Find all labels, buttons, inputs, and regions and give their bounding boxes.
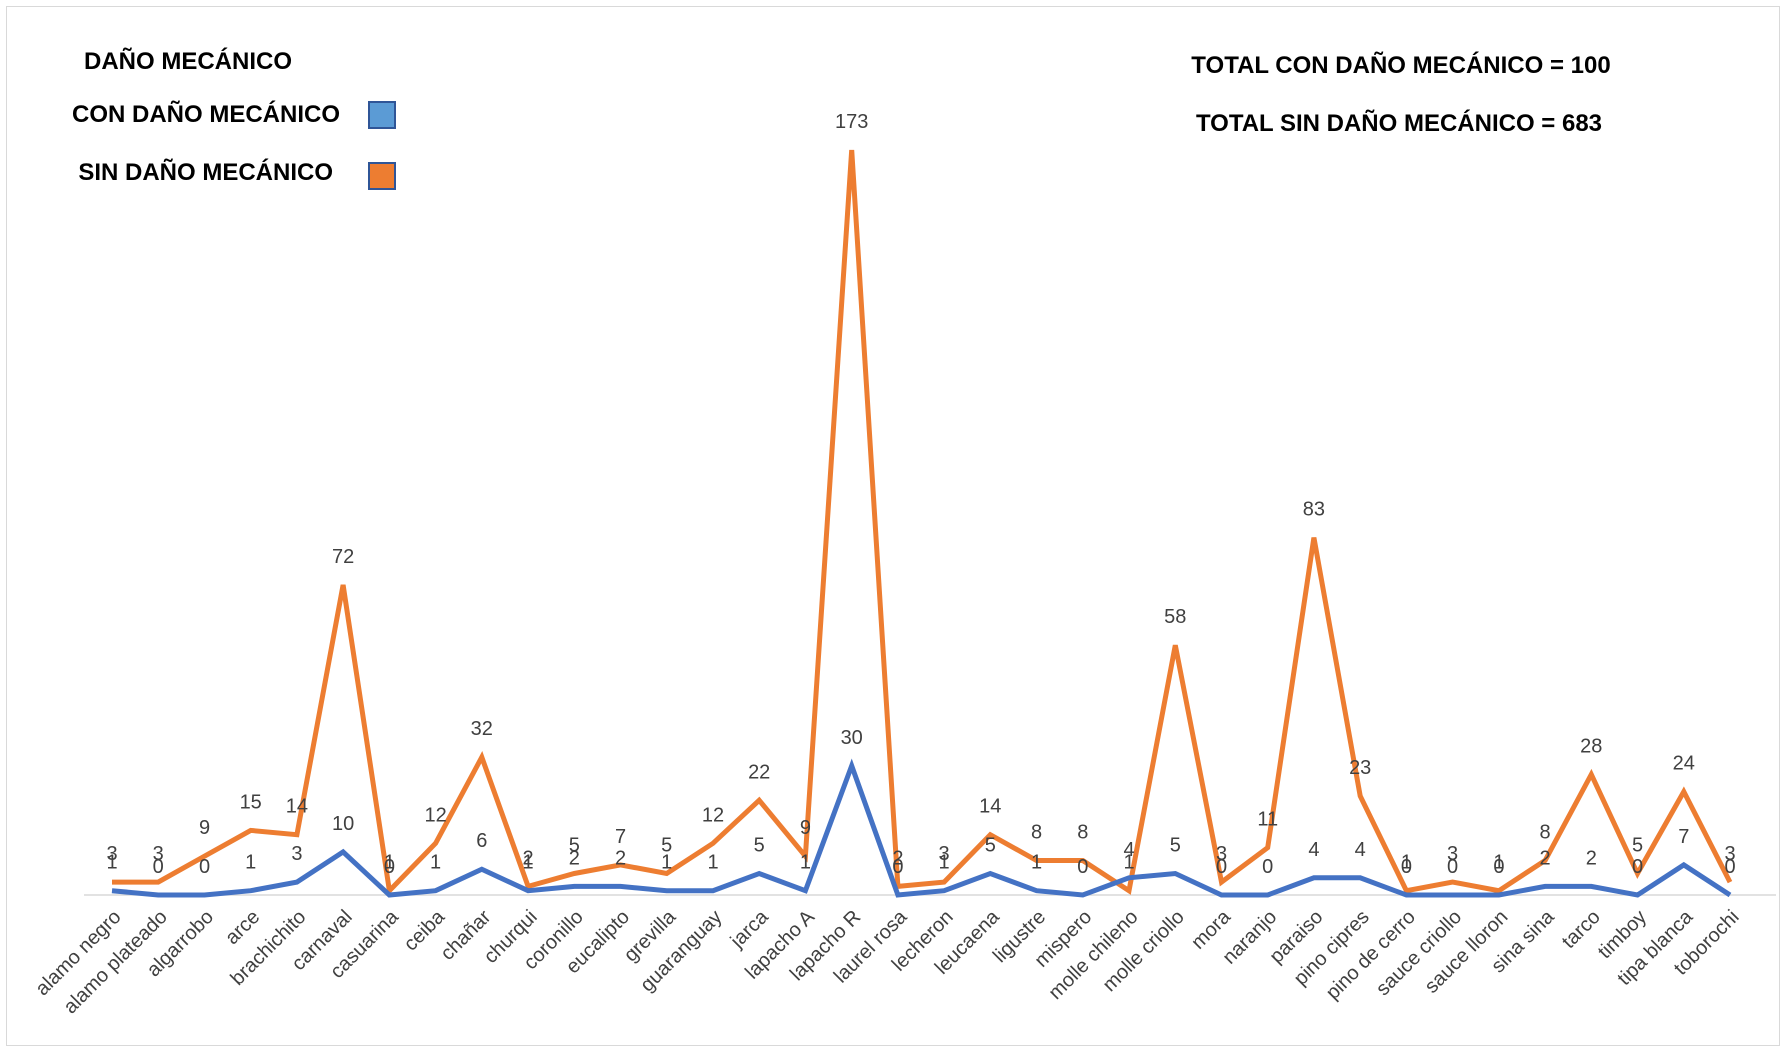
data-label-sin-2: 9	[199, 817, 210, 839]
data-label-con-8: 6	[476, 830, 487, 852]
data-label-con-15: 1	[800, 852, 811, 874]
data-label-sin-8: 32	[471, 718, 493, 740]
data-label-con-4: 3	[291, 843, 302, 865]
data-label-con-1: 0	[153, 856, 164, 878]
data-label-sin-11: 7	[615, 826, 626, 848]
data-label-sin-14: 22	[748, 761, 770, 783]
data-label-sin-21: 8	[1077, 822, 1088, 844]
data-label-sin-12: 5	[661, 835, 672, 857]
data-label-sin-17: 2	[892, 847, 903, 869]
data-label-con-26: 4	[1308, 839, 1319, 861]
data-label-con-23: 5	[1170, 835, 1181, 857]
data-label-sin-0: 3	[106, 843, 117, 865]
data-label-sin-28: 1	[1401, 852, 1412, 874]
data-label-sin-1: 3	[153, 843, 164, 865]
data-label-con-34: 7	[1678, 826, 1689, 848]
data-label-con-2: 0	[199, 856, 210, 878]
data-label-con-28: 0	[1401, 856, 1412, 878]
data-label-con-14: 5	[754, 835, 765, 857]
data-label-con-7: 1	[430, 852, 441, 874]
data-label-sin-24: 3	[1216, 843, 1227, 865]
data-label-con-31: 2	[1540, 847, 1551, 869]
legend-label-con: CON DAÑO MECÁNICO	[72, 100, 340, 128]
data-label-con-6: 0	[384, 856, 395, 878]
data-label-sin-10: 5	[569, 835, 580, 857]
data-label-con-17: 0	[892, 856, 903, 878]
series-line-sin	[112, 149, 1733, 897]
data-label-sin-25: 11	[1257, 809, 1278, 831]
data-label-sin-34: 24	[1673, 753, 1695, 775]
data-label-con-11: 2	[615, 847, 626, 869]
data-label-con-12: 1	[661, 852, 672, 874]
data-label-sin-31: 8	[1540, 822, 1551, 844]
data-label-con-21: 0	[1077, 856, 1088, 878]
data-label-sin-27: 23	[1349, 757, 1371, 779]
data-label-con-20: 1	[1031, 852, 1042, 874]
legend-swatch-con	[368, 101, 396, 129]
legend-label-sin: SIN DAÑO MECÁNICO	[78, 158, 333, 186]
data-label-sin-32: 28	[1580, 735, 1602, 757]
data-label-con-24: 0	[1216, 856, 1227, 878]
data-label-sin-16: 173	[835, 111, 868, 133]
data-label-con-19: 5	[985, 835, 996, 857]
total-con: TOTAL CON DAÑO MECÁNICO = 100	[1191, 51, 1610, 79]
totals: TOTAL CON DAÑO MECÁNICO = 100 TOTAL SIN …	[1191, 51, 1610, 137]
data-label-con-10: 2	[569, 847, 580, 869]
data-label-sin-20: 8	[1031, 822, 1042, 844]
data-label-sin-33: 5	[1632, 835, 1643, 857]
data-label-con-35: 0	[1724, 856, 1735, 878]
data-label-sin-9: 2	[523, 847, 534, 869]
data-label-sin-13: 12	[702, 804, 724, 826]
data-label-sin-4: 14	[286, 796, 308, 818]
legend: DAÑO MECÁNICO CON DAÑO MECÁNICO SIN DAÑO…	[72, 47, 396, 190]
data-label-sin-23: 58	[1164, 606, 1186, 628]
data-label-sin-7: 12	[424, 804, 446, 826]
data-label-con-5: 10	[332, 813, 354, 835]
data-label-sin-22: 1	[1123, 852, 1134, 874]
data-label-con-25: 0	[1262, 856, 1273, 878]
legend-swatch-sin	[368, 162, 396, 190]
data-label-con-33: 0	[1632, 856, 1643, 878]
data-label-sin-30: 1	[1493, 852, 1504, 874]
data-label-con-27: 4	[1355, 839, 1366, 861]
data-label-sin-18: 3	[939, 843, 950, 865]
data-label-sin-3: 15	[240, 791, 262, 813]
legend-title: DAÑO MECÁNICO	[84, 47, 292, 75]
data-label-con-22: 4	[1123, 839, 1134, 861]
data-label-sin-26: 83	[1303, 499, 1325, 521]
data-label-sin-6: 1	[384, 852, 395, 874]
data-label-sin-29: 3	[1447, 843, 1458, 865]
total-sin: TOTAL SIN DAÑO MECÁNICO = 683	[1196, 109, 1602, 137]
data-label-con-13: 1	[707, 852, 718, 874]
data-label-sin-15: 9	[800, 817, 811, 839]
data-label-con-29: 0	[1447, 856, 1458, 878]
data-label-con-16: 30	[841, 727, 863, 749]
series-layer	[111, 149, 1733, 898]
data-label-sin-19: 14	[979, 796, 1001, 818]
data-label-sin-35: 3	[1724, 843, 1735, 865]
data-label-con-30: 0	[1493, 856, 1504, 878]
data-label-con-32: 2	[1586, 847, 1597, 869]
data-label-con-3: 1	[245, 852, 256, 874]
data-label-con-18: 1	[939, 852, 950, 874]
data-label-con-9: 1	[523, 852, 534, 874]
data-label-con-0: 1	[106, 852, 117, 874]
chart-frame	[6, 6, 1780, 1046]
data-label-sin-5: 72	[332, 546, 354, 568]
series-line-con	[111, 758, 1732, 898]
